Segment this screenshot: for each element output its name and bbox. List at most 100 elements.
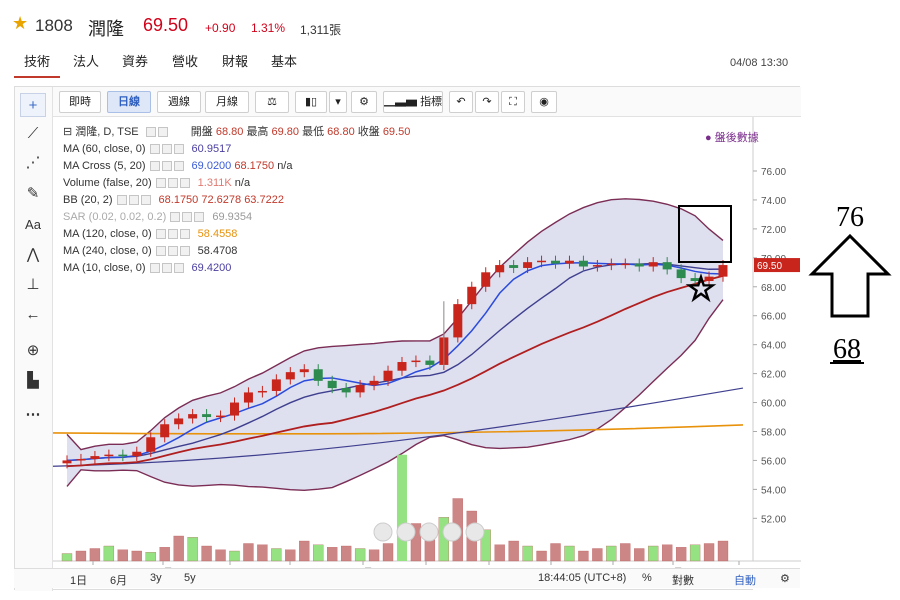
legend-row: MA (120, close, 0) 58.4558: [63, 226, 410, 243]
after-hours-link[interactable]: ● 盤後數據: [705, 129, 759, 145]
collapse-icon[interactable]: ⊟: [63, 126, 76, 138]
pattern-icon[interactable]: ⋀: [26, 246, 40, 263]
candle-body: [467, 286, 477, 305]
legend-row-name: MA (10, close, 0): [63, 262, 146, 274]
legend-row: MA (60, close, 0) 60.9517: [63, 141, 410, 158]
volume-bar: [215, 549, 226, 562]
crosshair-icon[interactable]: +: [20, 93, 46, 117]
range-5y[interactable]: 5y: [184, 572, 196, 584]
volume-bar: [354, 548, 366, 562]
tab-institutional[interactable]: 法人: [73, 54, 100, 69]
close-value: 69.50: [382, 126, 411, 138]
settings-gear-icon[interactable]: ⚙: [780, 573, 790, 585]
more-icon[interactable]: ⋯: [25, 406, 41, 423]
candle-body: [62, 460, 72, 464]
chevron-down-icon[interactable]: ▾: [329, 91, 347, 113]
y-tick-label: 68.00: [761, 283, 786, 294]
candlestick-chart[interactable]: 76.0074.0072.0070.0068.0066.0064.0062.00…: [52, 117, 801, 591]
indicators-icon: ▁▃▅: [384, 96, 421, 108]
volume-bar: [327, 547, 338, 562]
range-1d[interactable]: 1日: [70, 575, 88, 587]
candle-body: [355, 385, 365, 393]
volume-bar: [313, 544, 324, 562]
quote-header: ★ 1808 潤隆 69.50 +0.90 1.31% 1,311張: [0, 0, 900, 46]
range-6m[interactable]: 6月: [110, 575, 128, 587]
after-hours-label: 盤後數據: [714, 132, 759, 144]
bollinger-upper-line: [66, 198, 724, 451]
tab-technical[interactable]: 技術: [14, 52, 61, 78]
open-value: 68.80: [215, 126, 244, 138]
chart-nav-button: [396, 522, 416, 542]
candle-body: [704, 276, 714, 281]
brush-icon[interactable]: ✎: [26, 185, 40, 202]
trendline-icon[interactable]: ⟋: [27, 125, 39, 142]
indicators-button[interactable]: ▁▃▅ 指標: [383, 91, 443, 113]
fib-icon[interactable]: ⋰: [25, 154, 41, 171]
legend-row-value: n/a: [234, 177, 251, 189]
y-tick-label: 58.00: [761, 427, 786, 438]
legend-row-value: 1.311K: [197, 177, 235, 189]
candle-body: [383, 370, 393, 381]
tab-basic[interactable]: 基本: [271, 54, 298, 69]
ruler-icon[interactable]: ▙: [27, 372, 39, 389]
log-toggle[interactable]: 對數: [672, 575, 694, 587]
volume-bar: [522, 545, 533, 562]
zoom-icon[interactable]: ⊕: [26, 342, 40, 359]
tab-margin[interactable]: 資券: [122, 54, 149, 69]
legend-row-controls-icon[interactable]: [155, 178, 194, 189]
candle-style-icon[interactable]: ▮▯: [295, 91, 327, 113]
text-tool-icon[interactable]: Aa: [25, 217, 41, 232]
volume-bar: [508, 540, 519, 562]
legend-row-controls-icon[interactable]: [149, 144, 188, 155]
arrow-left-icon[interactable]: ←: [25, 306, 41, 323]
legend-row-controls-icon[interactable]: [170, 212, 208, 223]
auto-toggle[interactable]: 自動: [734, 575, 756, 587]
volume-bar: [257, 544, 268, 562]
legend-settings-icon[interactable]: [145, 127, 184, 138]
measure-icon[interactable]: ⊥: [26, 276, 40, 293]
high-label: 最高: [246, 126, 269, 138]
candle-body: [523, 262, 533, 268]
candle-body: [257, 390, 267, 393]
legend-row-value: n/a: [277, 160, 293, 172]
intraday-button[interactable]: 即時: [59, 91, 101, 113]
legend-row-controls-icon[interactable]: [116, 195, 155, 206]
tab-revenue[interactable]: 營收: [172, 54, 199, 69]
legend-row-controls-icon[interactable]: [149, 161, 188, 172]
tab-financials[interactable]: 財報: [222, 54, 249, 69]
volume-bar: [410, 523, 422, 562]
volume-bar: [145, 552, 156, 562]
candle-body: [160, 424, 170, 438]
volume-bar: [634, 548, 645, 562]
daily-button[interactable]: 日線: [107, 91, 151, 113]
legend-row-controls-icon[interactable]: [155, 246, 194, 257]
undo-icon[interactable]: ↶: [449, 91, 473, 113]
volume-bar: [494, 544, 505, 562]
candle-body: [132, 451, 142, 457]
candle-body: [118, 454, 128, 457]
volume-bar: [187, 537, 198, 562]
low-value: 68.80: [327, 126, 355, 138]
volume-bar: [662, 544, 673, 562]
weekly-button[interactable]: 週線: [157, 91, 201, 113]
candle-body: [76, 458, 86, 461]
camera-icon[interactable]: ◉: [531, 91, 557, 113]
legend-row-controls-icon[interactable]: [149, 263, 188, 274]
candle-body: [606, 263, 616, 266]
gear-icon[interactable]: ⚙: [351, 91, 377, 113]
legend-row-value: 68.1750: [234, 160, 278, 172]
monthly-button[interactable]: 月線: [205, 91, 249, 113]
y-tick-label: 54.00: [761, 485, 786, 496]
fullscreen-icon[interactable]: ⛶: [501, 91, 525, 113]
range-3y[interactable]: 3y: [150, 572, 162, 584]
legend-row-controls-icon[interactable]: [155, 229, 194, 240]
percent-toggle[interactable]: %: [642, 572, 652, 584]
redo-icon[interactable]: ↷: [475, 91, 499, 113]
volume-bar: [285, 549, 296, 562]
favorite-star-icon[interactable]: ★: [12, 13, 29, 33]
volume-bar: [717, 540, 729, 562]
compare-icon[interactable]: ⚖: [255, 91, 289, 113]
price-plot[interactable]: 76.0074.0072.0070.0068.0066.0064.0062.00…: [52, 117, 801, 591]
last-price-tag-label: 69.50: [757, 261, 782, 272]
y-tick-label: 76.00: [761, 167, 786, 178]
